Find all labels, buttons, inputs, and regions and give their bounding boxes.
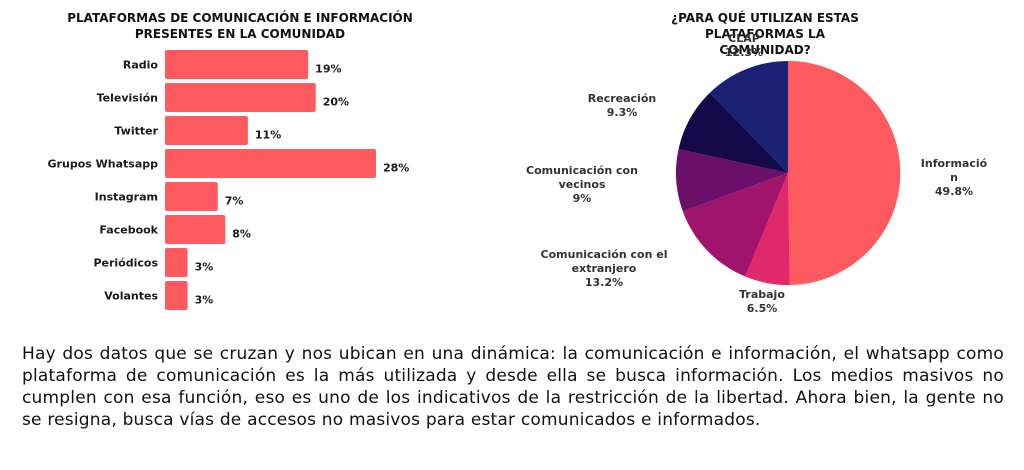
bar-category-label: Twitter [114,125,158,138]
pie-chart-panel: ¿PARA QUÉ UTILIZAN ESTAS PLATAFORMAS LA … [520,0,1024,330]
pie-slice-label: extranjero [572,262,637,275]
description-paragraph: Hay dos datos que se cruzan y nos ubican… [22,344,1004,430]
pie-slice-label: Comunicación con [526,164,638,177]
bar [165,116,248,145]
bar [165,149,376,178]
pie-chart-title-line-1: ¿PARA QUÉ UTILIZAN ESTAS PLATAFORMAS LA [671,11,859,41]
bar-value-label: 28% [383,162,409,175]
bar-category-label: Televisión [97,92,158,105]
pie-slice [678,92,788,173]
bar-value-label: 11% [255,129,281,142]
pie-slice [788,60,901,285]
bar [165,248,188,277]
bar-chart-title: PLATAFORMAS DE COMUNICACIÓN E INFORMACIÓ… [60,10,420,42]
pie-slice-label: vecinos [559,178,606,191]
pie-slice-label: n [950,171,958,184]
bar-category-label: Instagram [95,191,158,204]
pie-slice [682,173,788,277]
bar [165,281,188,310]
bar-category-label: Radio [123,59,159,72]
pie-slice-label: 13.2% [585,276,623,289]
pie-slice-label: Informació [921,157,988,170]
bar-category-label: Grupos Whatsapp [48,158,159,171]
bar-chart-title-line-2: PRESENTES EN LA COMUNIDAD [134,27,346,41]
bar-chart-panel: PLATAFORMAS DE COMUNICACIÓN E INFORMACIÓ… [0,0,520,330]
pie-slice-label: 6.5% [747,302,778,315]
pie-slice [745,173,790,286]
bar-category-label: Facebook [99,224,158,237]
bar [165,182,218,211]
pie-slice-label: 12.3% [725,46,763,59]
bar-category-label: Periódicos [93,257,158,270]
pie-slice-label: 9.3% [607,106,638,119]
bar-value-label: 20% [323,96,349,109]
bar-chart-title-line-1: PLATAFORMAS DE COMUNICACIÓN E INFORMACIÓ… [67,11,413,25]
pie-slice-label: Trabajo [739,288,785,301]
bar [165,83,316,112]
bar-category-label: Volantes [104,290,158,303]
bar-chart: Radio 19% Televisión 20% Twitter 11% Grupos Wh… [48,50,409,310]
pie-slice-label: 49.8% [935,185,973,198]
pie-chart-title-line-2: COMUNIDAD? [719,43,811,57]
bar-value-label: 3% [195,294,214,307]
bar [165,50,309,79]
pie-chart-title: ¿PARA QUÉ UTILIZAN ESTAS PLATAFORMAS LA … [640,10,890,58]
bar [165,215,226,244]
bar-value-label: 7% [225,195,244,208]
pie-slice [676,149,788,212]
pie-slice-label: CLAP [728,32,760,45]
bar-value-label: 8% [232,228,251,241]
pie-slice-label: 9% [573,192,592,205]
pie-slice [709,61,788,173]
pie-slice-label: Recreación [588,92,656,105]
bar-value-label: 3% [195,261,214,274]
pie-slice-label: Comunicación con el [541,248,668,261]
bar-value-label: 19% [315,63,341,76]
